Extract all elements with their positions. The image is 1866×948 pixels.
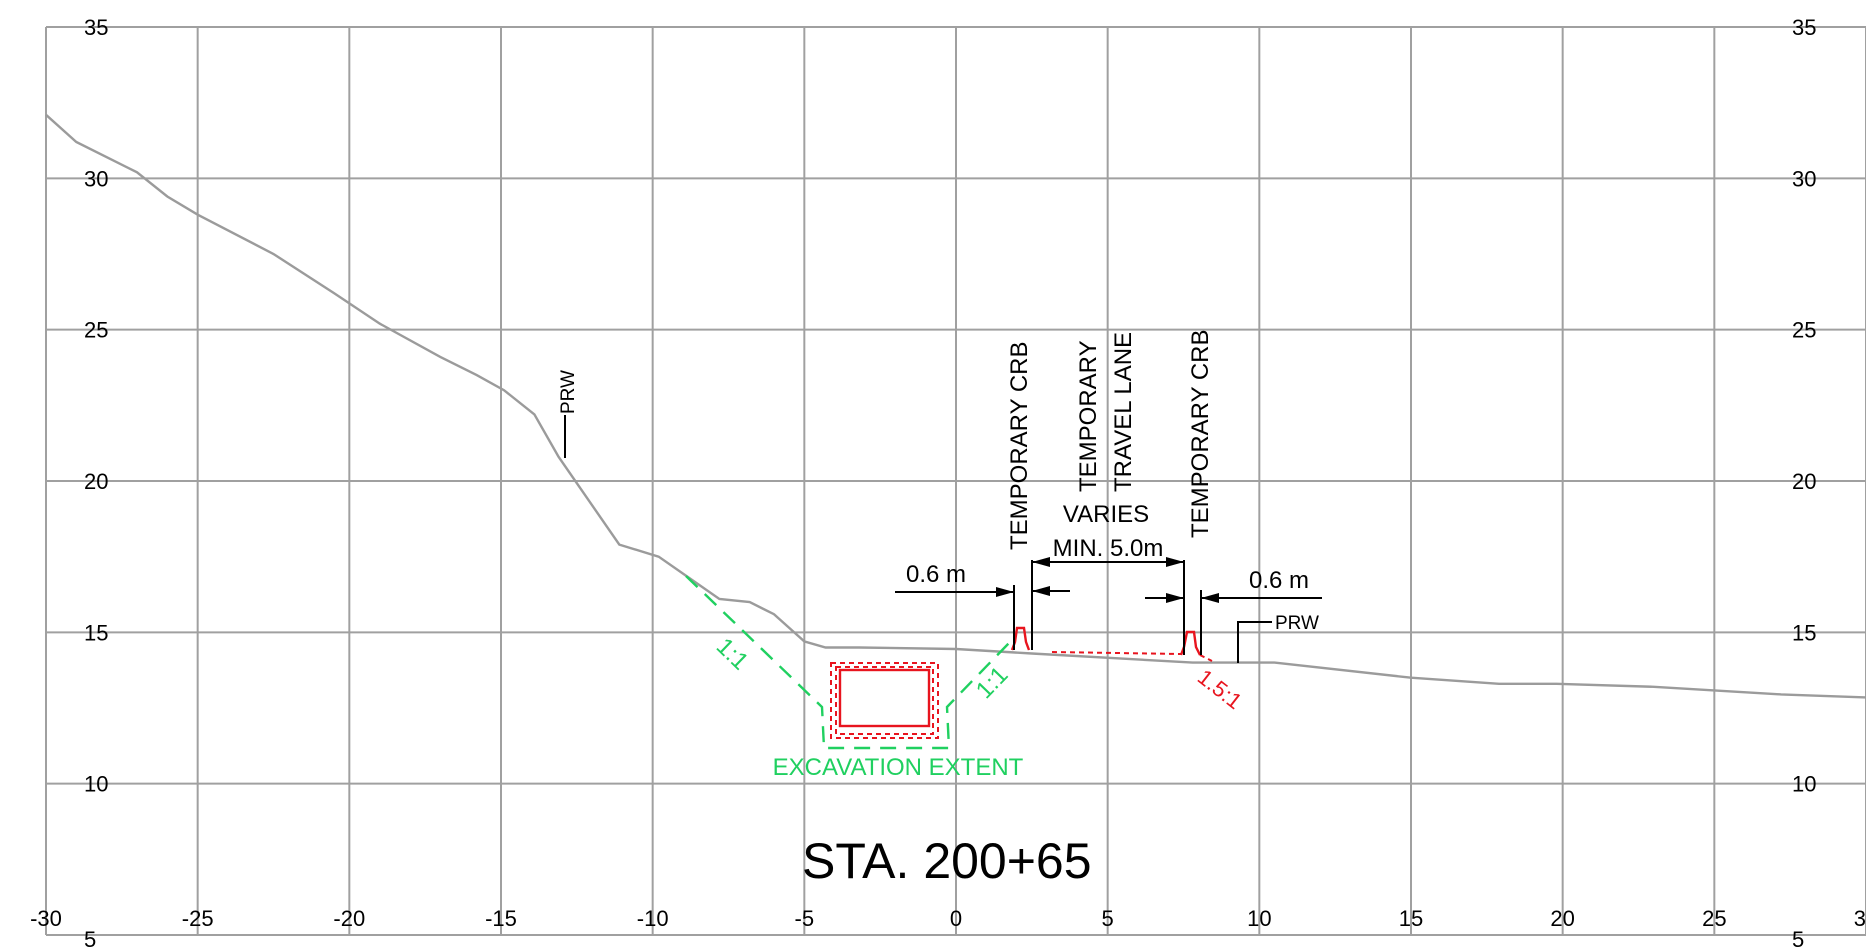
x-tick-label: 20	[1550, 906, 1574, 931]
arrow-left-offset	[996, 587, 1014, 597]
x-tick-label: -25	[182, 906, 214, 931]
y-tick-label-right: 30	[1792, 166, 1816, 191]
temporary-pavement	[1051, 651, 1182, 655]
offset-label-left: 0.6 m	[906, 561, 966, 588]
culvert-box	[838, 668, 931, 728]
excavation-extent-label: EXCAVATION EXTENT	[773, 754, 1024, 781]
slope-label-left: 1:1	[711, 633, 754, 676]
x-tick-label: -30	[30, 906, 62, 931]
fill-slope	[1199, 654, 1213, 662]
excavation-outline	[685, 575, 1010, 750]
y-tick-label-right: 10	[1792, 772, 1816, 797]
y-tick-label-left: 25	[84, 318, 108, 343]
temporary-crb-label-right: TEMPORARY CRB	[1187, 330, 1214, 539]
travel-lane-label-line1: TEMPORARY	[1075, 340, 1102, 492]
x-tick-label: 30	[1854, 906, 1866, 931]
y-tick-label-left: 20	[84, 469, 108, 494]
min-width-label: MIN. 5.0m	[1053, 535, 1164, 562]
x-tick-label: -5	[795, 906, 815, 931]
y-tick-label-left: 10	[84, 772, 108, 797]
y-tick-label-right: 5	[1792, 927, 1804, 948]
culvert-middle-dashed	[835, 666, 934, 735]
y-tick-label-right: 35	[1792, 15, 1816, 40]
varies-label: VARIES	[1063, 501, 1149, 528]
travel-lane-label-line2: TRAVEL LANE	[1110, 332, 1137, 492]
x-tick-label: -20	[333, 906, 365, 931]
y-tick-label-left: 35	[84, 15, 108, 40]
offset-label-right: 0.6 m	[1249, 567, 1309, 594]
culvert-outer-dashed	[830, 662, 939, 739]
y-tick-label-right: 20	[1792, 469, 1816, 494]
x-tick-label: 25	[1702, 906, 1726, 931]
y-tick-label-left: 15	[84, 620, 108, 645]
arrow-right-inner	[1166, 593, 1184, 603]
axis-tick-labels: -30 -25 -20 -15 -10 -5 0 5 10 15 20 25 30 35 35 30 30 25 2…	[30, 15, 1866, 948]
existing-ground-line	[45, 113, 1866, 699]
x-tick-label: 5	[1102, 906, 1114, 931]
grid	[45, 26, 1866, 936]
temporary-crb-label-left: TEMPORARY CRB	[1006, 342, 1033, 551]
y-tick-label-left: 5	[84, 927, 96, 948]
y-tick-label-right: 15	[1792, 620, 1816, 645]
prw-label-right: PRW	[1275, 613, 1319, 634]
x-tick-label: 0	[950, 906, 962, 931]
arrow-left-inner	[1032, 586, 1050, 596]
station-title: STA. 200+65	[802, 833, 1092, 889]
fill-slope-label: 1.5:1	[1193, 664, 1247, 714]
slope-label-right: 1:1	[971, 661, 1014, 704]
arrow-right-offset	[1201, 593, 1219, 603]
arrow-lane-left	[1032, 557, 1050, 567]
prw-leader-right	[1237, 621, 1272, 663]
y-tick-label-left: 30	[84, 166, 108, 191]
y-tick-label-right: 25	[1792, 318, 1816, 343]
x-tick-label: 15	[1399, 906, 1423, 931]
arrow-lane-right	[1166, 557, 1184, 567]
x-tick-label: -15	[485, 906, 517, 931]
prw-label-left: PRW	[558, 370, 579, 414]
x-tick-label: 10	[1247, 906, 1271, 931]
x-tick-label: -10	[637, 906, 669, 931]
